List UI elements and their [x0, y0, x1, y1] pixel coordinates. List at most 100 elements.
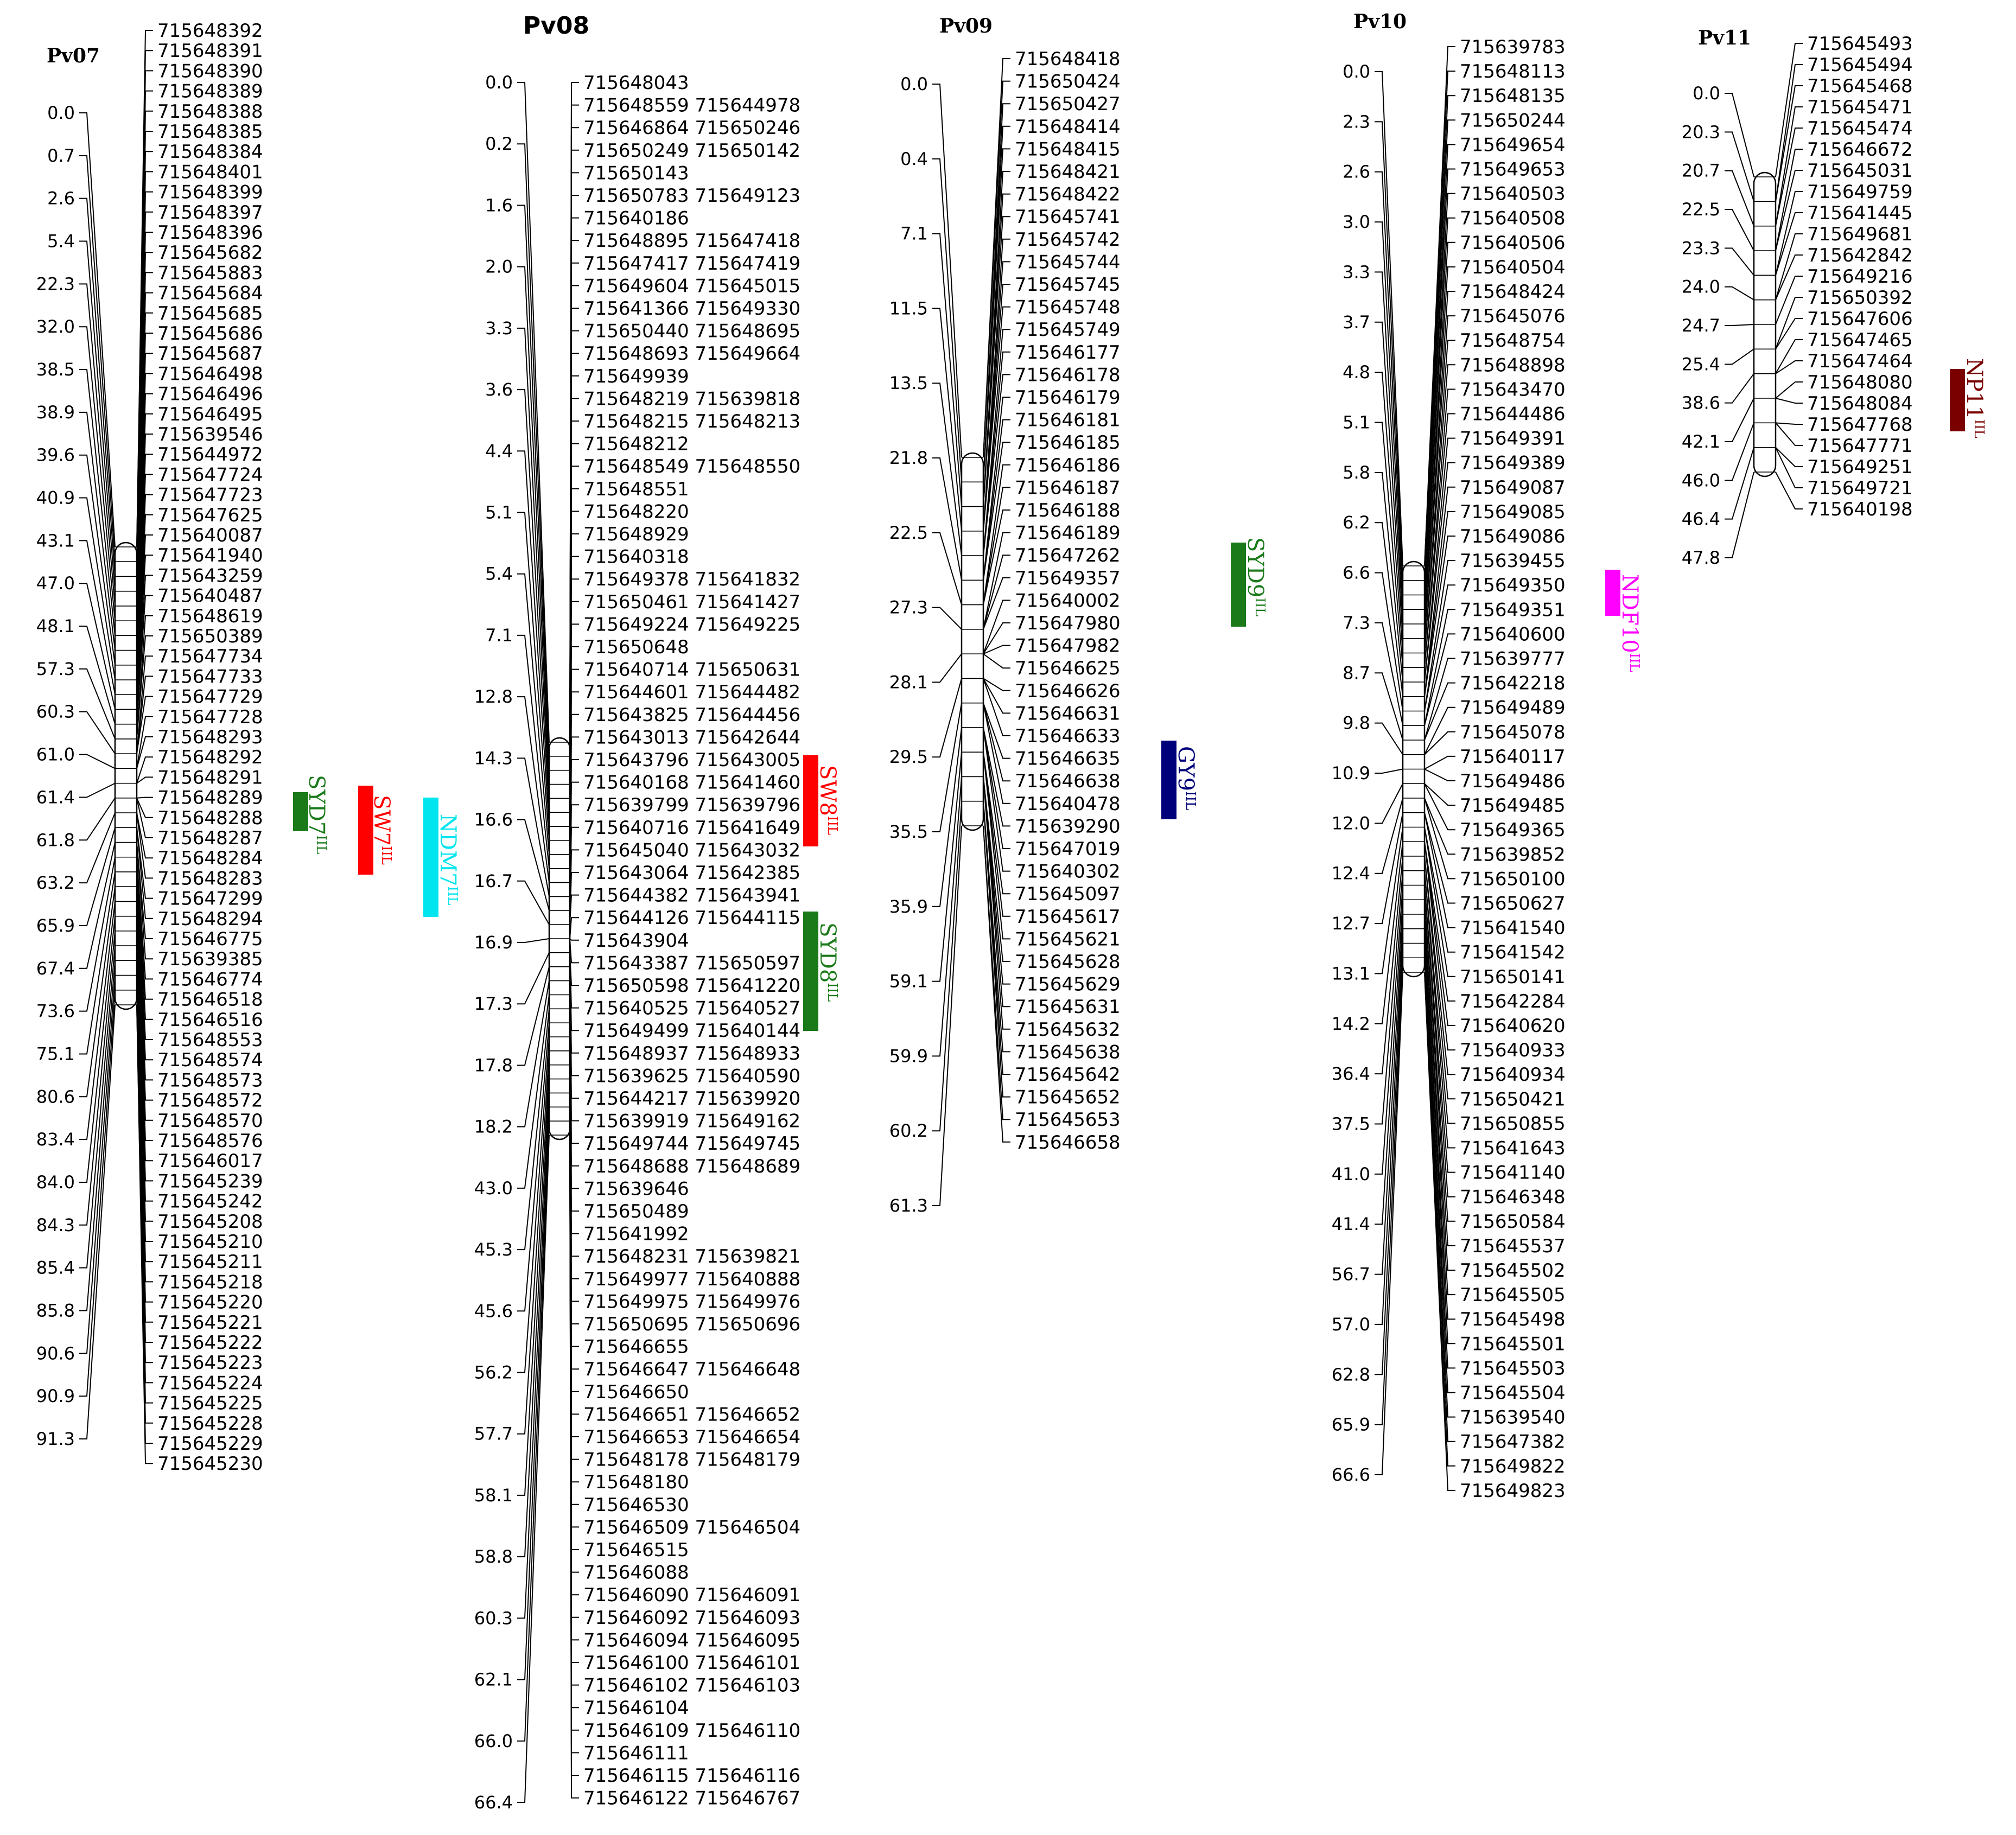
marker-connector — [1424, 870, 1455, 1124]
marker-label: 715650244 — [1460, 110, 1566, 131]
marker-label: 715645471 — [1807, 97, 1913, 118]
marker-connector — [983, 727, 1010, 827]
marker-label: 715650648 — [583, 636, 689, 658]
qtl-bar — [1605, 570, 1620, 616]
position-connector — [517, 1107, 550, 1680]
position-connector — [79, 975, 116, 1354]
marker-connector — [136, 798, 153, 838]
marker-label: 715645097 — [1015, 883, 1121, 905]
position-connector — [1375, 943, 1403, 1375]
position-label: 3.3 — [1343, 262, 1370, 282]
marker-label: 715644217 715639920 — [583, 1088, 800, 1110]
marker-label: 715646122 715646767 — [583, 1788, 800, 1809]
marker-label: 715647417 715647419 — [583, 253, 800, 275]
qtl-ndm7: NDM7IIL — [423, 798, 460, 917]
marker-connector — [983, 577, 1010, 630]
marker-label: 715646638 — [1015, 770, 1121, 792]
position-label: 35.9 — [889, 896, 928, 917]
marker-connector — [1424, 870, 1455, 1149]
position-label: 13.1 — [1332, 963, 1370, 984]
marker-label: 715648113 — [1460, 61, 1566, 82]
position-connector — [79, 369, 116, 636]
marker-connector — [1775, 128, 1803, 226]
linkage-group-pv11: Pv11 0.0 20.3 20.7 22.5 23.3 24.0 24.7 25.4 38.6 4… — [1682, 27, 1913, 568]
marker-connector — [1424, 885, 1455, 1197]
qtl-bar — [1231, 543, 1246, 627]
marker-connector — [1424, 536, 1455, 697]
marker-label: 715650598 715641220 — [583, 975, 800, 997]
position-label: 42.1 — [1682, 431, 1720, 452]
marker-connector — [983, 653, 1010, 669]
qtl-bars: SYD7IIL SW7IIL NDM7IILSW8IILSYD8IILSYD9IIL… — [293, 358, 1987, 1031]
marker-label: 715648080 — [1807, 372, 1913, 393]
position-label: 84.3 — [36, 1215, 75, 1235]
marker-label: 715646650 — [583, 1381, 689, 1403]
marker-label: 715647728 — [157, 706, 263, 728]
marker-label: 715645211 — [157, 1251, 263, 1273]
position-connector — [517, 573, 550, 855]
marker-label: 715640087 — [157, 525, 263, 546]
marker-label: 715650100 — [1460, 868, 1566, 890]
marker-connector — [136, 595, 153, 724]
position-label: 17.3 — [474, 993, 513, 1014]
position-label: 0.0 — [485, 72, 513, 93]
marker-label: 715648178 715648179 — [583, 1449, 800, 1471]
marker-connector — [983, 727, 1010, 872]
position-label: 4.8 — [1343, 362, 1370, 383]
qtl-np11: NP11IIL — [1950, 358, 1987, 438]
marker-label: 715641940 — [157, 545, 263, 566]
position-connector — [517, 952, 550, 1005]
position-label: 38.9 — [36, 402, 75, 423]
marker-label: 715645621 — [1015, 928, 1121, 950]
marker-label: 715648421 — [1015, 161, 1121, 183]
marker-label: 715648084 — [1807, 393, 1913, 415]
position-connector — [517, 1121, 550, 1742]
position-label: 29.5 — [889, 747, 928, 767]
position-connector — [517, 205, 550, 770]
position-connector — [79, 812, 116, 884]
position-connector — [1375, 914, 1403, 1275]
qtl-superscript: IIL — [825, 816, 840, 835]
position-connector — [79, 155, 116, 562]
position-connector — [1375, 472, 1403, 683]
marker-label: 715640933 — [1460, 1040, 1566, 1061]
position-label: 41.0 — [1332, 1164, 1370, 1184]
position-connector — [79, 1004, 116, 1439]
position-label: 62.8 — [1332, 1364, 1370, 1385]
linkage-group-pv08: Pv08 0.0 0.2 1.6 2.0 3.3 3.6 4.4 5.1 5.4 7.1 12.8 14… — [474, 12, 800, 1813]
position-connector — [79, 857, 116, 1012]
position-label: 20.3 — [1682, 122, 1720, 142]
marker-label: 715648573 — [157, 1069, 263, 1091]
position-connector — [79, 782, 116, 798]
marker-label: 715646088 — [583, 1562, 689, 1584]
position-label: 11.5 — [889, 298, 928, 318]
marker-connector — [1424, 462, 1455, 683]
marker-label: 715648043 — [583, 72, 689, 94]
marker-label: 715645210 — [157, 1231, 263, 1253]
position-label: 1.6 — [485, 195, 513, 215]
marker-connector — [1775, 254, 1803, 301]
position-connector — [1375, 870, 1403, 1125]
marker-connector — [1424, 388, 1455, 668]
marker-connector — [1424, 768, 1455, 781]
qtl-bar — [423, 798, 438, 917]
marker-label: 715648220 — [583, 501, 689, 523]
marker-connector — [983, 600, 1010, 654]
position-label: 80.6 — [36, 1086, 75, 1107]
marker-label: 715646185 — [1015, 432, 1121, 454]
marker-connector — [983, 284, 1010, 531]
marker-connector — [1424, 731, 1455, 755]
position-connector — [1725, 209, 1754, 251]
position-label: 73.6 — [36, 1001, 75, 1022]
marker-label: 715649823 — [1460, 1480, 1566, 1502]
position-connector — [79, 411, 116, 651]
position-label: 43.0 — [474, 1178, 513, 1199]
marker-label: 715645742 — [1015, 229, 1121, 251]
position-label: 35.5 — [889, 821, 928, 842]
marker-label: 715647982 — [1015, 635, 1121, 657]
position-label: 3.6 — [485, 379, 513, 400]
marker-connector — [983, 261, 1010, 531]
marker-label: 715640504 — [1460, 257, 1566, 278]
position-label: 4.4 — [485, 441, 513, 461]
marker-label: 715641140 — [1460, 1162, 1566, 1184]
